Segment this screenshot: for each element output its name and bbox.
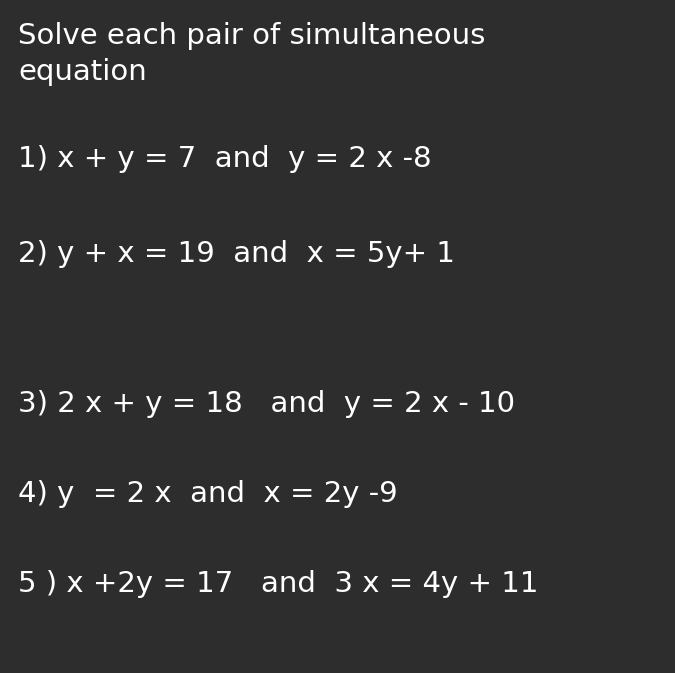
Text: 4) y  = 2 x  and  x = 2y -9: 4) y = 2 x and x = 2y -9 (18, 480, 398, 508)
Text: 1) x + y = 7  and  y = 2 x -8: 1) x + y = 7 and y = 2 x -8 (18, 145, 431, 173)
Text: equation: equation (18, 58, 146, 86)
Text: 5 ) x +2y = 17   and  3 x = 4y + 11: 5 ) x +2y = 17 and 3 x = 4y + 11 (18, 570, 539, 598)
Text: Solve each pair of simultaneous: Solve each pair of simultaneous (18, 22, 485, 50)
Text: 3) 2 x + y = 18   and  y = 2 x - 10: 3) 2 x + y = 18 and y = 2 x - 10 (18, 390, 515, 418)
Text: 2) y + x = 19  and  x = 5y+ 1: 2) y + x = 19 and x = 5y+ 1 (18, 240, 455, 268)
